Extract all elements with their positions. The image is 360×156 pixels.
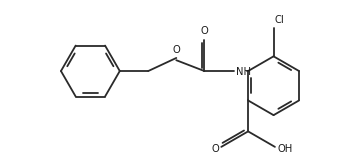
Text: Cl: Cl xyxy=(275,15,284,25)
Text: O: O xyxy=(173,45,181,55)
Text: O: O xyxy=(201,26,208,36)
Text: NH: NH xyxy=(236,67,251,77)
Text: O: O xyxy=(212,144,220,154)
Text: OH: OH xyxy=(277,144,292,154)
